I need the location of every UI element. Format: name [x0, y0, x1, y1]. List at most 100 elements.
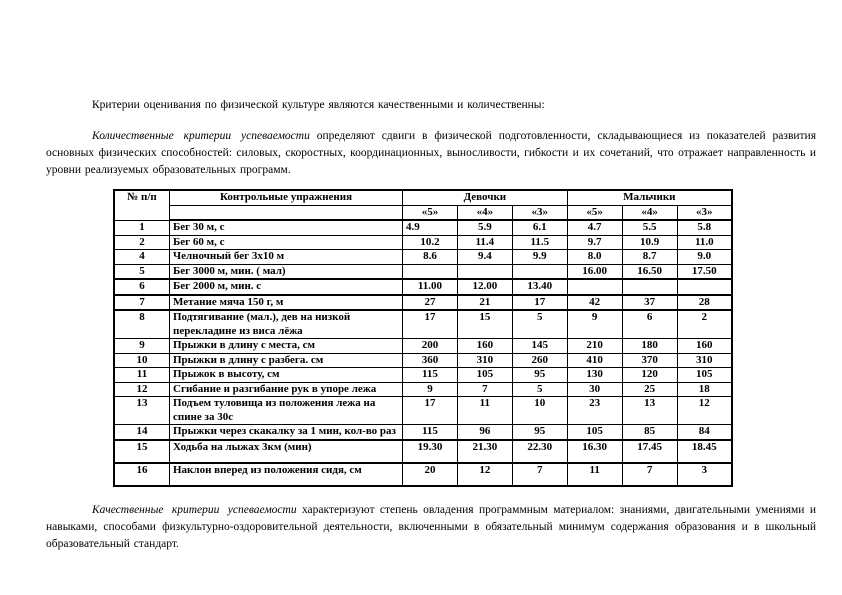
value-cell: 9.7: [566, 234, 623, 250]
exercise-name-cell: Прыжки через скакалку за 1 мин, кол-во р…: [169, 424, 403, 441]
value-cell: 17.45: [621, 439, 678, 464]
column-header-number: № п/п: [113, 189, 170, 221]
value-cell: 10: [511, 396, 568, 425]
value-cell: 370: [621, 352, 678, 368]
value-cell: 18: [676, 381, 733, 397]
row-number-cell: 6: [113, 278, 170, 296]
value-cell: 13: [621, 396, 678, 425]
value-cell: 12: [676, 396, 733, 425]
value-cell: 20: [402, 462, 458, 486]
value-cell: 115: [402, 367, 458, 383]
value-cell: [566, 278, 623, 296]
grade-header-boys-5: «5»: [566, 204, 623, 221]
exercise-name-cell: Бег 30 м, с: [169, 219, 403, 236]
qualitative-criteria-paragraph: Качественные критерии успеваемости харак…: [46, 502, 816, 553]
value-cell: 8.6: [402, 249, 458, 265]
quantitative-criteria-paragraph: Количественные критерии успеваемости опр…: [46, 128, 816, 179]
value-cell: 25: [621, 381, 678, 397]
grade-header-girls-5: «5»: [402, 204, 458, 221]
value-cell: 7: [621, 462, 678, 486]
value-cell: 5.9: [456, 219, 513, 236]
value-cell: 22.30: [511, 439, 568, 464]
value-cell: 7: [456, 381, 513, 397]
exercise-name-cell: Подъем туловища из положения лежа на спи…: [169, 396, 403, 425]
value-cell: 200: [402, 338, 458, 354]
exercise-name-cell: Наклон вперед из положения сидя, см: [169, 462, 403, 486]
value-cell: 17: [402, 309, 458, 339]
table-row: 10 Прыжки в длину с разбега. см 360 310 260 4…: [113, 352, 733, 368]
value-cell: 145: [511, 338, 568, 354]
norms-table-wrapper: № п/п Контрольные упражнения Девочки Мал…: [113, 189, 816, 487]
value-cell: 105: [456, 367, 513, 383]
value-cell: 30: [566, 381, 623, 397]
value-cell: 180: [621, 338, 678, 354]
value-cell: 11.0: [676, 234, 733, 250]
value-cell: 8.7: [621, 249, 678, 265]
row-number-cell: 2: [113, 234, 170, 250]
row-number-cell: 13: [113, 396, 170, 425]
value-cell: 85: [621, 424, 678, 441]
quantitative-criteria-text: определяют сдвиги в физической подготовл…: [46, 130, 816, 176]
exercise-name-cell: Сгибание и разгибание рук в упоре лежа: [169, 381, 403, 397]
row-number-cell: 5: [113, 263, 170, 280]
table-row: 2 Бег 60 м, с 10.2 11.4 11.5 9.7 10.9 11.0: [113, 234, 733, 250]
exercise-name-cell: Подтягивание (мал.), дев на низкой перек…: [169, 309, 403, 339]
value-cell: 410: [566, 352, 623, 368]
table-row: 15 Ходьба на лыжах 3км (мин) 19.30 21.30 22.…: [113, 439, 733, 464]
value-cell: 11.5: [511, 234, 568, 250]
value-cell: [402, 263, 458, 280]
table-row: 14 Прыжки через скакалку за 1 мин, кол-во…: [113, 424, 733, 441]
value-cell: 11: [566, 462, 623, 486]
value-cell: 310: [456, 352, 513, 368]
exercise-name-cell: Бег 60 м, с: [169, 234, 403, 250]
table-subheader-row: «5» «4» «3» «5» «4» «3»: [114, 204, 733, 221]
column-group-girls: Девочки: [402, 189, 568, 206]
value-cell: 4.7: [566, 219, 623, 236]
value-cell: 115: [402, 424, 458, 441]
table-row: 6 Бег 2000 м, мин. с 11.00 12.00 13.40: [113, 278, 733, 296]
value-cell: 9: [402, 381, 458, 397]
value-cell: 95: [511, 424, 568, 441]
value-cell: 10.9: [621, 234, 678, 250]
value-cell: 105: [566, 424, 623, 441]
row-number-cell: 1: [113, 219, 170, 236]
empty-header-cell: [169, 204, 403, 221]
value-cell: 16.00: [566, 263, 623, 280]
exercise-name-cell: Ходьба на лыжах 3км (мин): [169, 439, 403, 464]
value-cell: 18.45: [676, 439, 733, 464]
grade-header-girls-4: «4»: [456, 204, 513, 221]
exercise-name-cell: Прыжок в высоту, см: [169, 367, 403, 383]
value-cell: 9.9: [511, 249, 568, 265]
exercise-name-cell: Бег 3000 м, мин. ( мал): [169, 263, 403, 280]
value-cell: 130: [566, 367, 623, 383]
value-cell: 160: [456, 338, 513, 354]
value-cell: 28: [676, 294, 733, 311]
value-cell: 2: [676, 309, 733, 339]
value-cell: 96: [456, 424, 513, 441]
value-cell: 21.30: [456, 439, 513, 464]
value-cell: 12.00: [456, 278, 513, 296]
value-cell: 11.00: [402, 278, 458, 296]
value-cell: 37: [621, 294, 678, 311]
exercise-name-cell: Челночный бег 3х10 м: [169, 249, 403, 265]
table-row: 12 Сгибание и разгибание рук в упоре лежа…: [113, 381, 733, 397]
row-number-cell: 12: [113, 381, 170, 397]
row-number-cell: 16: [113, 462, 170, 486]
value-cell: 6: [621, 309, 678, 339]
value-cell: 9: [566, 309, 623, 339]
grade-header-boys-3: «3»: [676, 204, 733, 221]
row-number-cell: 14: [113, 424, 170, 441]
row-number-cell: 8: [113, 309, 170, 339]
value-cell: 260: [511, 352, 568, 368]
value-cell: 95: [511, 367, 568, 383]
table-row: 13 Подъем туловища из положения лежа на с…: [113, 396, 733, 425]
value-cell: 19.30: [402, 439, 458, 464]
value-cell: 42: [566, 294, 623, 311]
value-cell: 360: [402, 352, 458, 368]
exercise-name-cell: Бег 2000 м, мин. с: [169, 278, 403, 296]
qualitative-criteria-text: характеризуют степень овладения программ…: [46, 503, 816, 550]
value-cell: 27: [402, 294, 458, 311]
value-cell: 160: [676, 338, 733, 354]
value-cell: 16.50: [621, 263, 678, 280]
row-number-cell: 4: [113, 249, 170, 265]
